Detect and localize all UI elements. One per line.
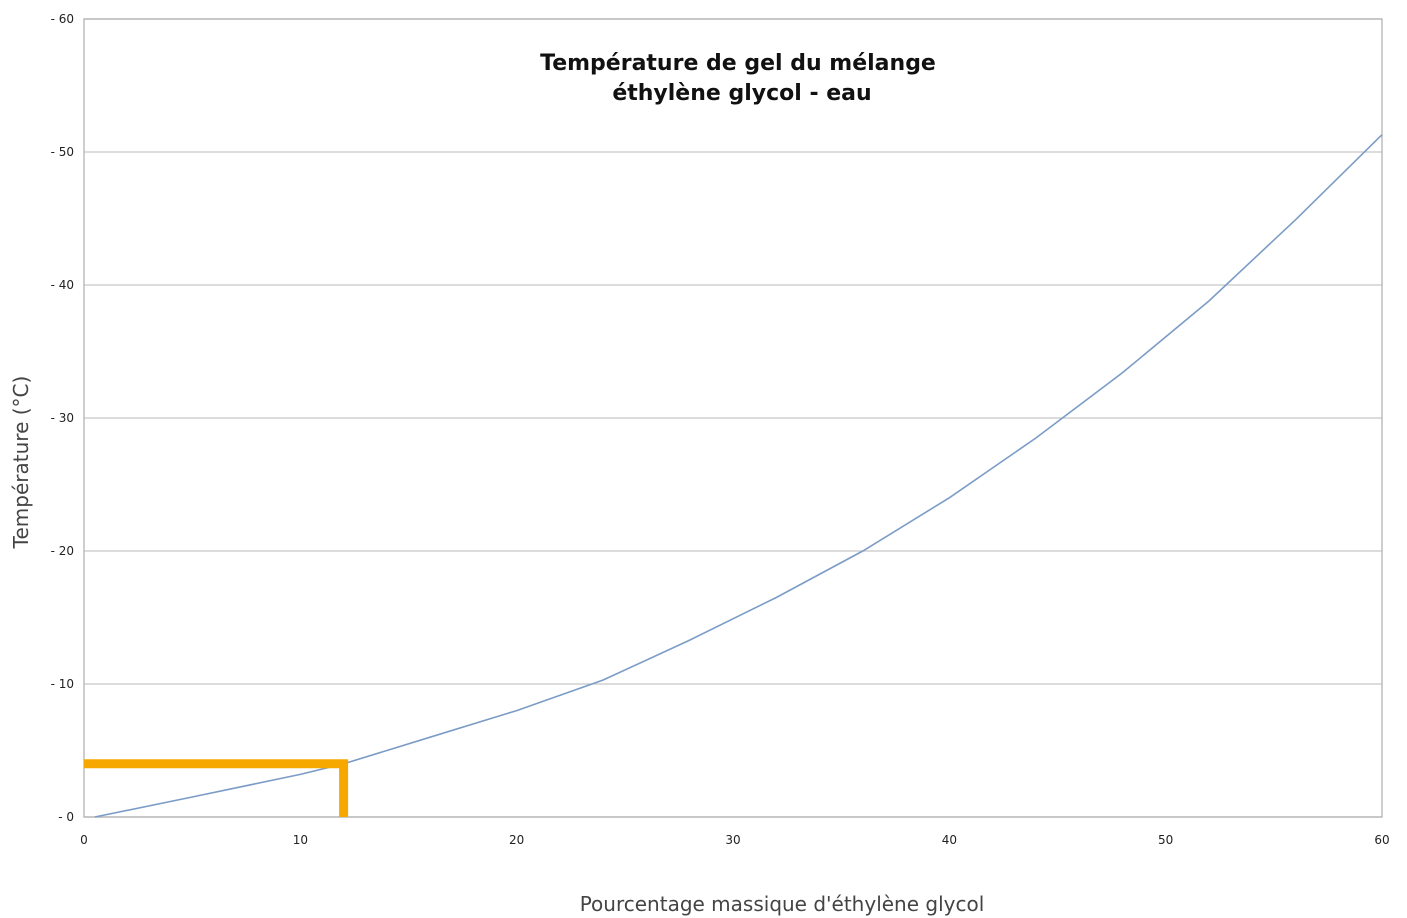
- x-tick-labels: 0 10 20 30 40 50 60: [80, 833, 1389, 847]
- x-tick-label: 60: [1374, 833, 1389, 847]
- y-tick-label: - 0: [58, 810, 74, 824]
- y-tick-labels: - 0 - 10 - 20 - 30 - 40 - 50 - 60: [51, 12, 74, 824]
- x-tick-label: 0: [80, 833, 88, 847]
- plot-frame: [83, 18, 1383, 818]
- y-tick-label: - 30: [51, 411, 74, 425]
- x-tick-label: 50: [1158, 833, 1173, 847]
- title-line-2: éthylène glycol - eau: [612, 81, 871, 106]
- x-axis-label: Pourcentage massique d'éthylène glycol: [580, 892, 985, 916]
- grid-lines: [84, 18, 1382, 818]
- series-line: [94, 134, 1383, 818]
- x-tick-label: 10: [293, 833, 308, 847]
- chart-title: Température de gel du mélange éthylène g…: [540, 51, 936, 106]
- y-tick-label: - 50: [51, 145, 74, 159]
- y-tick-label: - 20: [51, 544, 74, 558]
- x-tick-label: 30: [725, 833, 740, 847]
- y-tick-label: - 60: [51, 12, 74, 26]
- y-tick-label: - 40: [51, 278, 74, 292]
- y-tick-label: - 10: [51, 677, 74, 691]
- x-tick-label: 20: [509, 833, 524, 847]
- y-axis-label: Température (°C): [9, 376, 33, 550]
- title-line-1: Température de gel du mélange: [540, 51, 936, 76]
- annotation-marker: [84, 759, 349, 817]
- annotation-polyline: [84, 759, 349, 817]
- x-tick-label: 40: [942, 833, 957, 847]
